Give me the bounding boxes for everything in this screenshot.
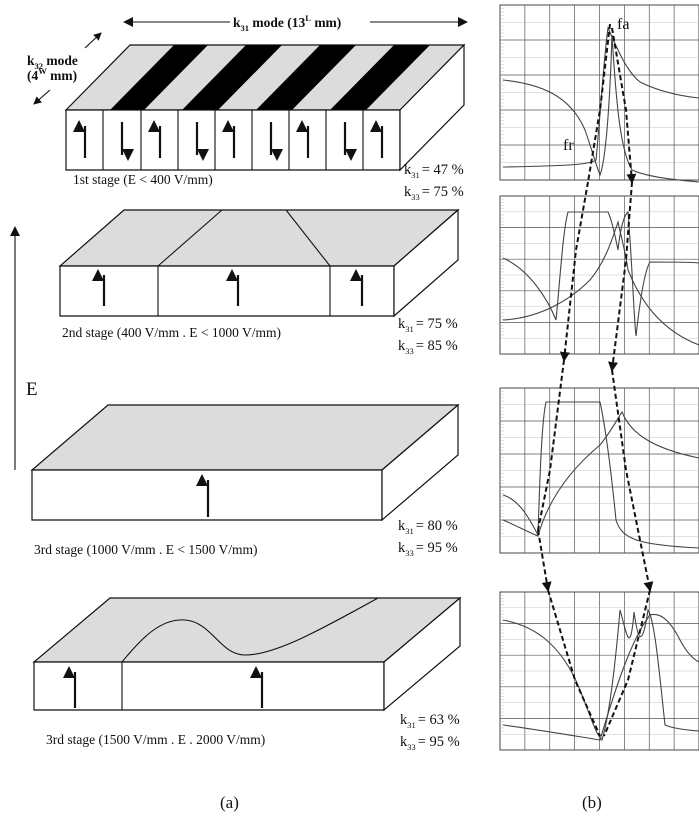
field-label: E [26, 379, 38, 400]
stage4-polarization-arrows [63, 666, 264, 708]
stage1-stripe [182, 45, 282, 110]
stage3-k33: k33 = 95 % [398, 540, 458, 558]
stage3-block: 3rd stage (1000 V/mm . E < 1500 V/mm) [30, 403, 460, 557]
impedance-panel-1 [499, 4, 699, 181]
stage4-domain-wall [121, 597, 379, 663]
panel1-admittance-curve [502, 34, 699, 183]
k32-mode-dimension: k32 mode (4W mm) [27, 32, 102, 105]
panel2-curves [502, 210, 699, 346]
fa-track-arrow [608, 181, 633, 372]
k32-mode-label-line2: (4W mm) [27, 66, 77, 83]
stage2-front-face [59, 265, 395, 317]
panel2-phase-curve [502, 219, 699, 346]
fr-track-segment [537, 359, 565, 531]
stage4-k33: k33 = 95 % [400, 734, 460, 752]
fa-label: fa [617, 16, 629, 33]
stage4-block: 3rd stage (1500 V/mm . E . 2000 V/mm) [32, 596, 462, 747]
stage4-side-face [383, 596, 461, 712]
caption-b: (b) [582, 793, 602, 812]
panel3-phase-curve [502, 410, 699, 537]
caption-a: (a) [220, 793, 239, 812]
stage4-caption: 3rd stage (1500 V/mm . E . 2000 V/mm) [46, 732, 265, 747]
resonance-tracking-arrows [537, 23, 654, 737]
stage2-side-face [393, 208, 459, 318]
k31-mode-label: k31 mode (13L mm) [233, 13, 341, 33]
stage4-k31: k31 = 63 % [400, 712, 460, 730]
stage1-stripe [110, 45, 208, 110]
stage1-block: 1st stage (E < 400 V/mm) [64, 43, 466, 187]
k32-mode-label: k32 mode [27, 53, 78, 71]
panel3-curves [502, 401, 699, 549]
impedance-panel-4 [499, 591, 699, 751]
impedance-panel-2 [499, 195, 699, 355]
stage2-k31: k31 = 75 % [398, 316, 458, 334]
fa-track-arrow [611, 27, 637, 184]
stage1-k33: k33 = 75 % [404, 184, 464, 202]
stage3-k31: k31 = 80 % [398, 518, 458, 536]
stage1-stripe [256, 45, 356, 110]
stage3-side-face [381, 403, 459, 522]
fa-track-arrow [611, 369, 654, 592]
panel1-phase-curve [502, 26, 699, 168]
panel3-admittance-curve [502, 401, 699, 549]
stage1-side-face [399, 43, 465, 172]
stage1-caption: 1st stage (E < 400 V/mm) [73, 172, 213, 187]
impedance-panel-3 [499, 387, 699, 554]
stage1-k31: k31 = 47 % [404, 162, 464, 180]
stage2-polarization-arrows [92, 269, 364, 306]
fr-track-arrow [537, 529, 552, 592]
electric-field-arrow: E [10, 226, 38, 470]
stage1-stripe [330, 45, 430, 110]
stage3-caption: 3rd stage (1000 V/mm . E < 1500 V/mm) [34, 542, 257, 557]
panel1-curves [502, 26, 699, 183]
fa-track-segment [603, 589, 651, 737]
stage2-top-face [58, 209, 460, 267]
fr-label: fr [563, 137, 574, 154]
fr-track-segment [587, 23, 611, 183]
stage2-k33: k33 = 85 % [398, 338, 458, 356]
stage4-front-face [33, 661, 385, 711]
panel2-admittance-curve [502, 210, 699, 337]
k31-mode-dimension: k31 mode (13L mm) [123, 13, 468, 33]
stage1-polarization-arrows [73, 120, 384, 161]
stage2-caption: 2nd stage (400 V/mm . E < 1000 V/mm) [62, 325, 281, 340]
stage2-block: 2nd stage (400 V/mm . E < 1000 V/mm) [58, 208, 460, 340]
